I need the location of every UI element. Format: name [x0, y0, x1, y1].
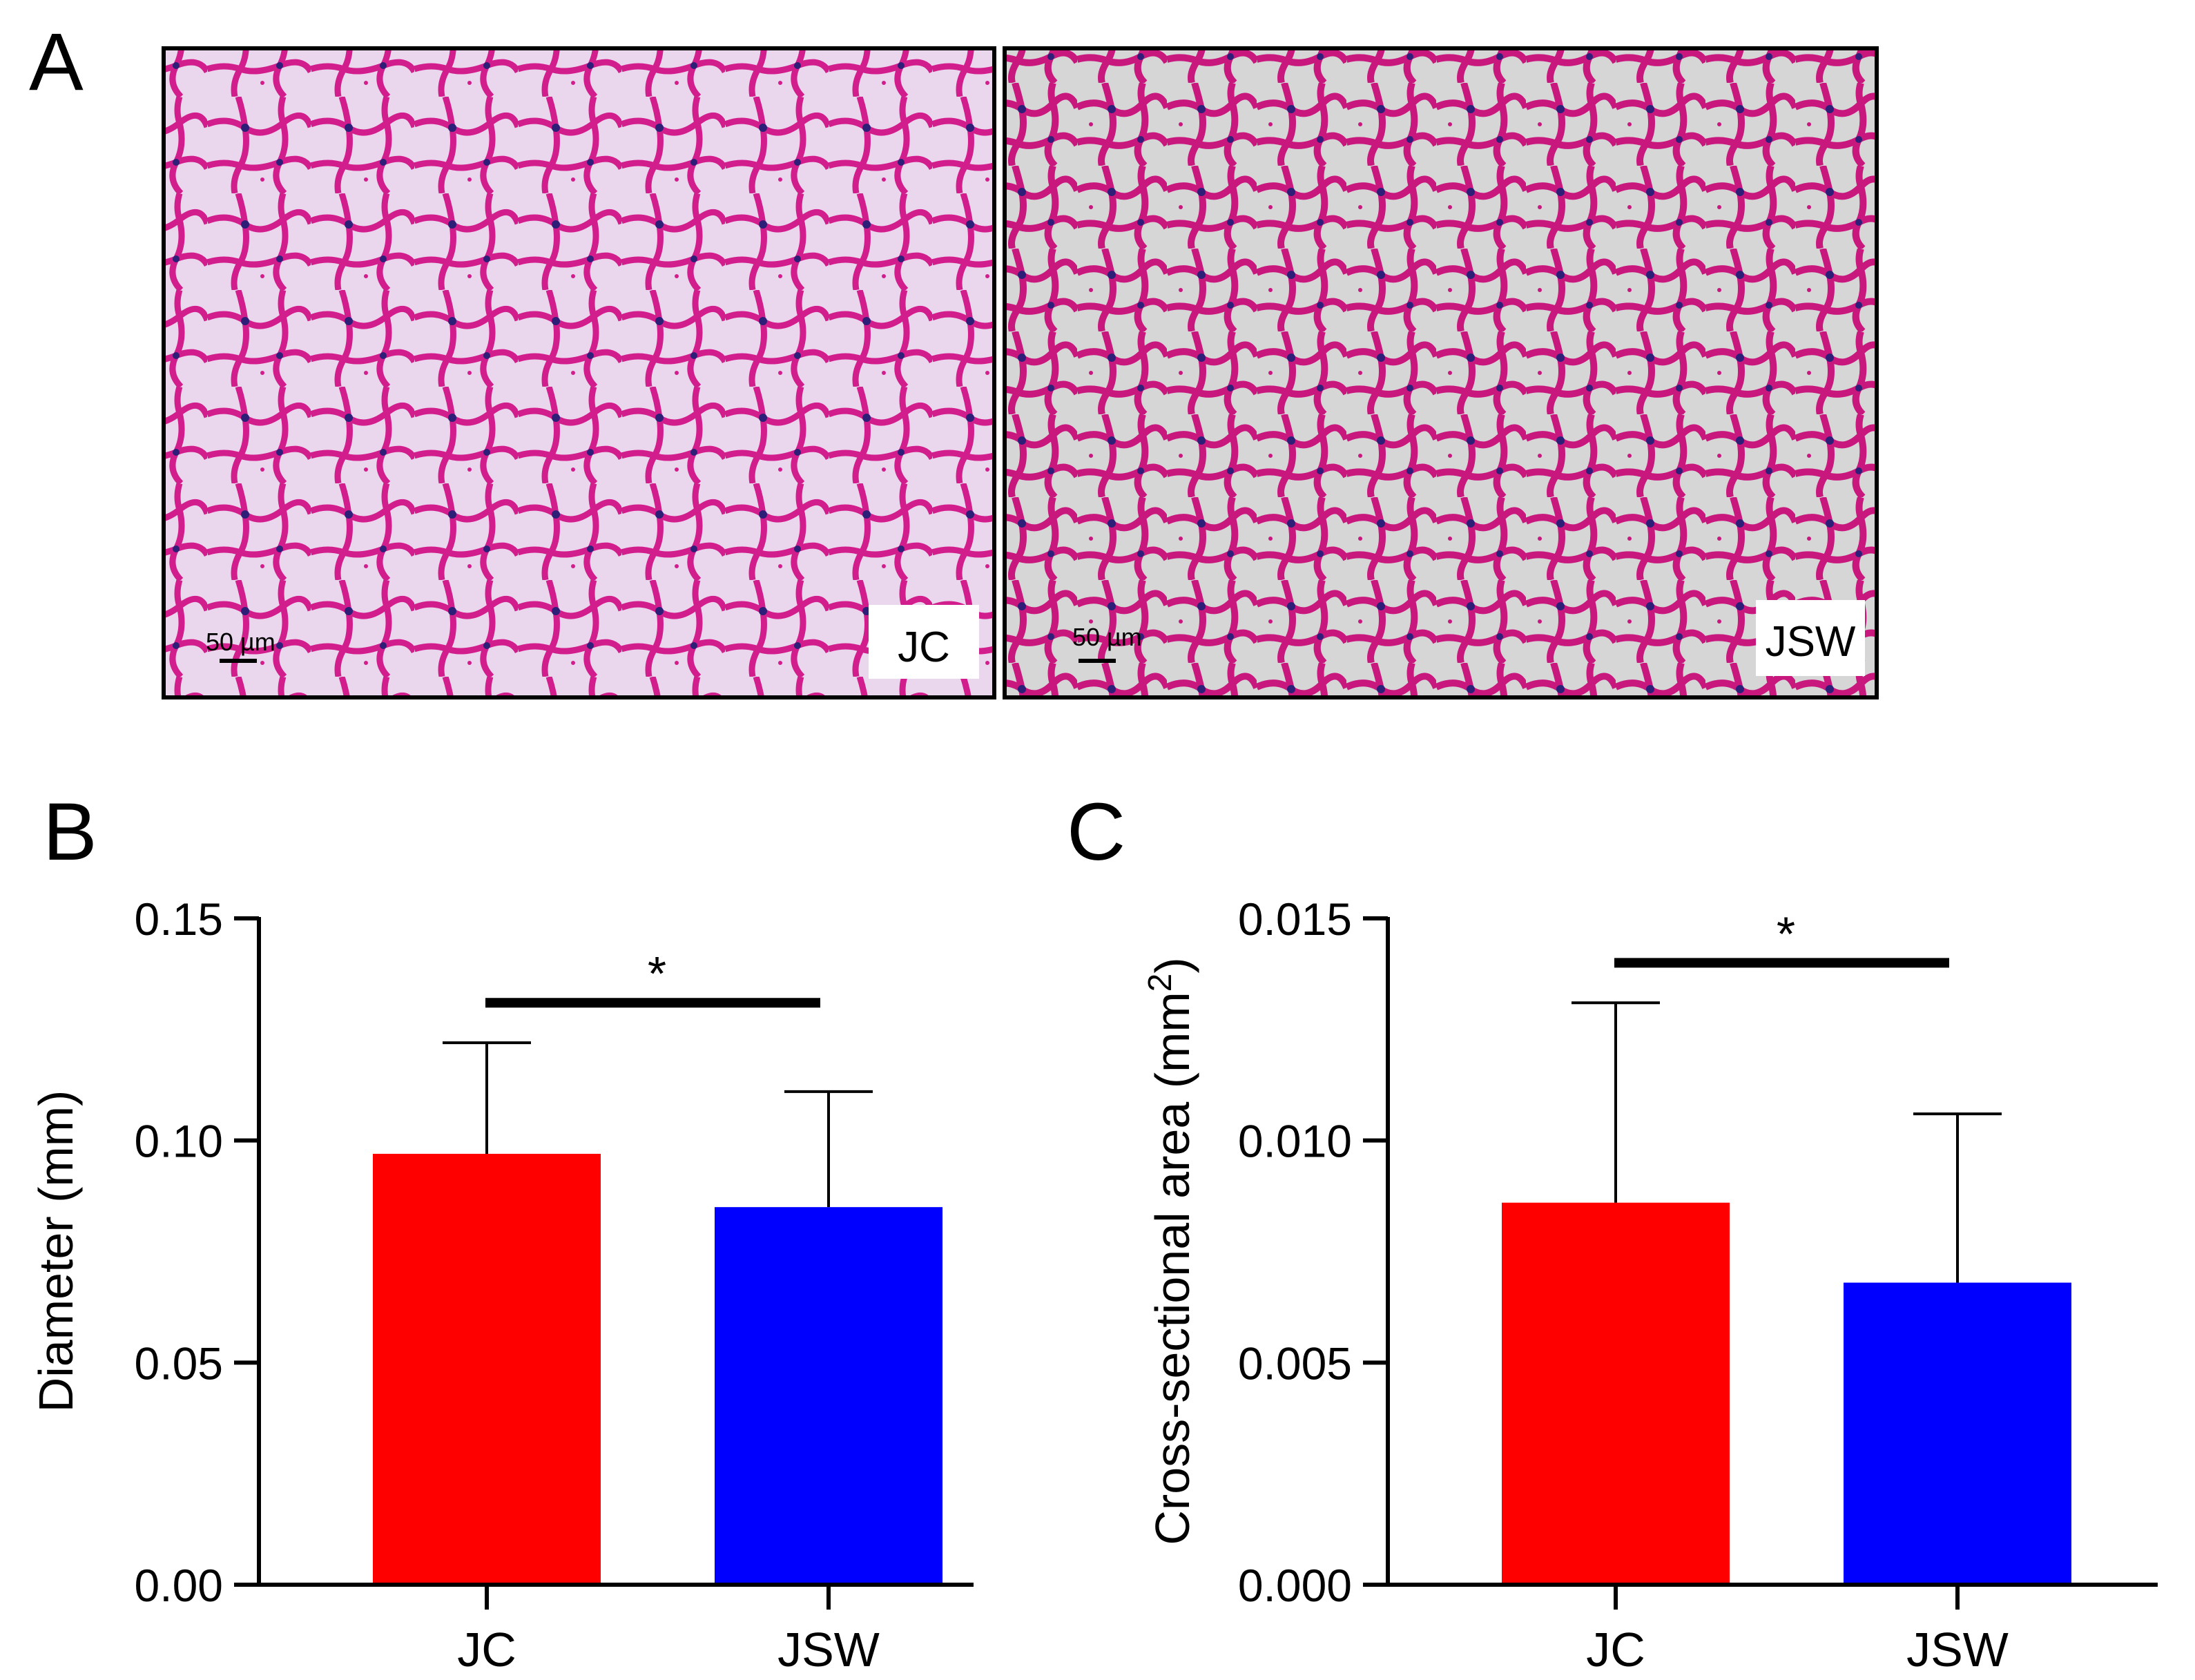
x-tick-label-jc: JC — [1586, 1623, 1645, 1677]
x-tick-label-jsw: JSW — [777, 1623, 880, 1677]
y-tick-label: 0.15 — [135, 894, 223, 945]
chart-diameter: 0.00 0.05 0.10 0.15 JC JSW Diameter (mm) * — [29, 894, 974, 1677]
significance-marker: * — [648, 947, 666, 1001]
significance-marker: * — [1777, 907, 1795, 960]
bar-jc — [373, 1153, 601, 1585]
panel-label-c: C — [1067, 786, 1125, 878]
micrograph-jc-image — [162, 46, 996, 699]
y-tick-label: 0.005 — [1238, 1338, 1352, 1389]
bar-jsw — [715, 1207, 942, 1585]
micrograph-jsw-image — [1003, 46, 1879, 699]
scale-bar-jc-label: 50 µm — [206, 628, 275, 656]
panel-label-b: B — [43, 786, 97, 878]
y-tick-label: 0.05 — [135, 1338, 223, 1389]
micrograph-jc-label: JC — [898, 624, 950, 671]
y-tick-label: 0.00 — [135, 1560, 223, 1611]
bar-jsw — [1844, 1282, 2071, 1585]
x-tick-label-jc: JC — [457, 1623, 516, 1677]
y-tick-label: 0.10 — [135, 1116, 223, 1167]
micrograph-jsw: 50 µm JSW — [1003, 46, 1879, 699]
chart-cross-sectional-area: 0.000 0.005 0.010 0.015 JC JSW Cross-sectional… — [1142, 894, 2158, 1677]
micrograph-jsw-label-box — [1756, 600, 1865, 676]
x-tick-label-jsw: JSW — [1906, 1623, 2009, 1677]
micrograph-jsw-label: JSW — [1766, 618, 1856, 666]
y-tick-label: 0.000 — [1238, 1560, 1352, 1611]
y-tick-label: 0.010 — [1238, 1116, 1352, 1167]
micrograph-jc-label-box — [869, 605, 979, 679]
y-axis-label: Diameter (mm) — [29, 1090, 83, 1413]
y-axis-label: Cross-sectional area (mm2) — [1142, 957, 1200, 1545]
y-tick-label: 0.015 — [1238, 894, 1352, 945]
bar-jc — [1502, 1202, 1730, 1585]
panel-label-a: A — [29, 17, 84, 108]
micrograph-jc: 50 µm JC — [162, 46, 996, 699]
scale-bar-jsw-label: 50 µm — [1072, 623, 1142, 651]
